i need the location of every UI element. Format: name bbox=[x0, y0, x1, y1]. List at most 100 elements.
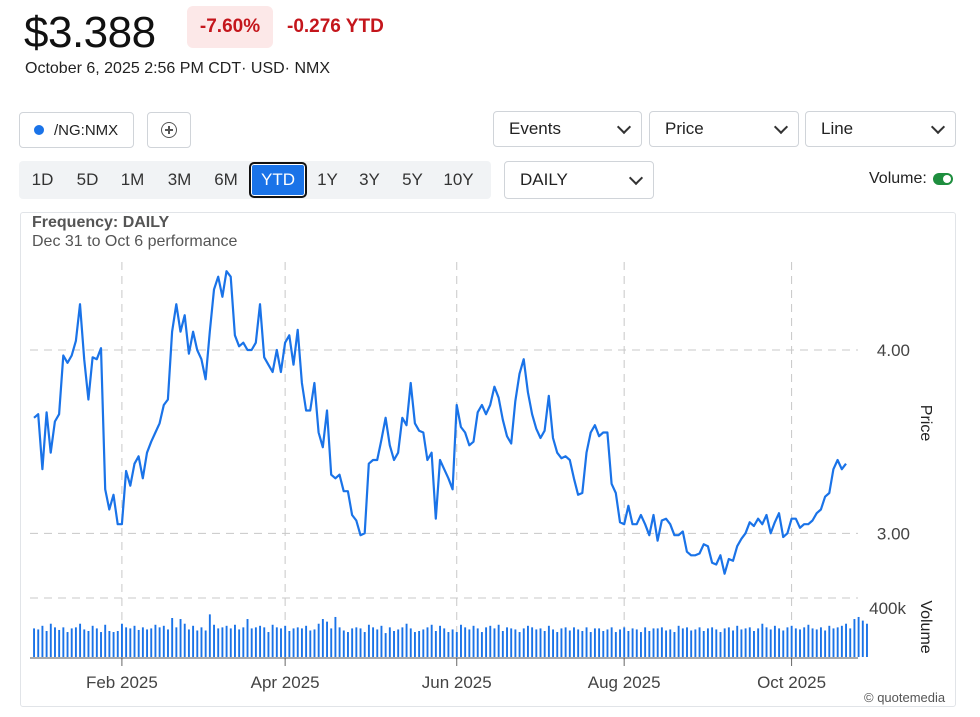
volume-bar bbox=[803, 627, 806, 657]
volume-bar bbox=[681, 628, 684, 657]
volume-bar bbox=[581, 631, 584, 657]
volume-bar bbox=[840, 625, 843, 657]
volume-bar bbox=[606, 629, 609, 657]
volume-bar bbox=[635, 629, 638, 657]
volume-bar bbox=[221, 627, 224, 657]
volume-bar bbox=[568, 630, 571, 657]
range-button-3y[interactable]: 3Y bbox=[359, 170, 380, 189]
volume-bar bbox=[698, 627, 701, 657]
volume-bar bbox=[589, 632, 592, 657]
volume-bar bbox=[535, 629, 538, 657]
volume-bar bbox=[367, 624, 370, 657]
volume-bar bbox=[677, 625, 680, 657]
volume-bar bbox=[187, 629, 190, 657]
volume-bar bbox=[610, 627, 613, 657]
volume-bar bbox=[380, 625, 383, 657]
volume-bar bbox=[263, 627, 266, 657]
volume-bar bbox=[648, 631, 651, 657]
range-button-5d[interactable]: 5D bbox=[76, 170, 99, 189]
quote-meta: CDT· USD· NMX bbox=[208, 60, 330, 77]
volume-bar bbox=[514, 629, 517, 657]
volume-bar bbox=[807, 624, 810, 657]
volume-toggle[interactable]: Volume: bbox=[869, 170, 953, 188]
range-button-1d[interactable]: 1D bbox=[31, 170, 54, 189]
quote-datetime: October 6, 2025 2:56 PM bbox=[25, 60, 204, 77]
range-button-1y[interactable]: 1Y bbox=[317, 170, 338, 189]
price-select[interactable]: Price bbox=[649, 111, 799, 147]
volume-bar bbox=[748, 627, 751, 657]
volume-bar bbox=[518, 632, 521, 657]
volume-bar bbox=[727, 627, 730, 657]
volume-bar bbox=[811, 628, 814, 657]
range-button-1m[interactable]: 1M bbox=[120, 170, 145, 189]
volume-bar bbox=[480, 632, 483, 657]
volume-bar bbox=[543, 631, 546, 657]
volume-bar bbox=[171, 618, 174, 657]
add-symbol-button[interactable] bbox=[147, 112, 191, 148]
quotemedia-credit: © quotemedia bbox=[864, 690, 946, 705]
volume-bar bbox=[753, 631, 755, 657]
range-button-6m[interactable]: 6M bbox=[214, 170, 238, 189]
range-button-10y[interactable]: 10Y bbox=[443, 170, 474, 189]
volume-bar bbox=[397, 629, 400, 657]
volume-bar bbox=[510, 628, 513, 657]
volume-bar bbox=[213, 624, 215, 657]
volume-bar bbox=[656, 628, 659, 657]
volume-bar bbox=[660, 627, 663, 657]
volume-bar bbox=[447, 632, 450, 657]
volume-bar bbox=[133, 625, 136, 657]
volume-bar bbox=[828, 625, 831, 657]
volume-bar bbox=[296, 627, 299, 657]
symbol-label: /NG:NMX bbox=[54, 121, 119, 139]
volume-bar bbox=[146, 629, 149, 657]
volume-bar bbox=[744, 628, 747, 657]
range-button-ytd[interactable]: YTD bbox=[249, 162, 307, 198]
range-button-3m[interactable]: 3M bbox=[167, 170, 192, 189]
volume-bar bbox=[234, 624, 236, 657]
range-selector: 1D 5D 1M 3M 6M YTD 1Y 3Y 5Y 10Y bbox=[19, 161, 491, 199]
volume-bar bbox=[451, 629, 454, 657]
volume-bar bbox=[376, 629, 379, 657]
range-button-5y[interactable]: 5Y bbox=[402, 170, 423, 189]
volume-bar bbox=[866, 623, 868, 657]
volume-bar bbox=[694, 629, 697, 657]
volume-bar bbox=[355, 627, 358, 657]
volume-bar bbox=[485, 627, 488, 657]
symbol-chip[interactable]: /NG:NMX bbox=[19, 112, 134, 148]
percent-change-badge: -7.60% bbox=[187, 6, 273, 48]
volume-bar bbox=[196, 630, 199, 657]
volume-bar bbox=[526, 625, 529, 657]
volume-bar bbox=[619, 629, 621, 657]
quote-timestamp: October 6, 2025 2:56 PM CDT· USD· NMX bbox=[25, 60, 330, 78]
volume-bar bbox=[547, 625, 550, 657]
volume-bar bbox=[506, 627, 508, 657]
volume-bar bbox=[706, 628, 709, 657]
volume-bar bbox=[418, 631, 421, 657]
volume-bar bbox=[836, 627, 839, 657]
volume-bar bbox=[593, 628, 596, 657]
volume-bar bbox=[468, 629, 471, 657]
volume-bar bbox=[313, 629, 316, 657]
volume-bar bbox=[183, 623, 186, 657]
volume-bar bbox=[464, 627, 467, 657]
volume-bar bbox=[347, 632, 349, 657]
volume-bar bbox=[815, 629, 818, 657]
interval-select[interactable]: DAILY bbox=[504, 161, 654, 199]
volume-bar bbox=[715, 629, 718, 657]
volume-bar bbox=[460, 624, 462, 657]
volume-bar bbox=[83, 629, 86, 657]
volume-axis-title: Volume bbox=[917, 600, 934, 653]
price-series-line bbox=[33, 270, 847, 575]
volume-bar bbox=[443, 628, 446, 657]
volume-bar bbox=[539, 628, 542, 657]
events-select[interactable]: Events bbox=[493, 111, 642, 147]
volume-bar bbox=[342, 630, 345, 657]
chart-type-select[interactable]: Line bbox=[805, 111, 956, 147]
chart-frequency: Frequency: DAILY bbox=[32, 214, 170, 231]
volume-bar bbox=[192, 625, 195, 657]
volume-bar bbox=[786, 627, 789, 657]
volume-bar bbox=[556, 632, 559, 657]
volume-bar bbox=[472, 625, 475, 657]
volume-bar bbox=[229, 628, 232, 657]
